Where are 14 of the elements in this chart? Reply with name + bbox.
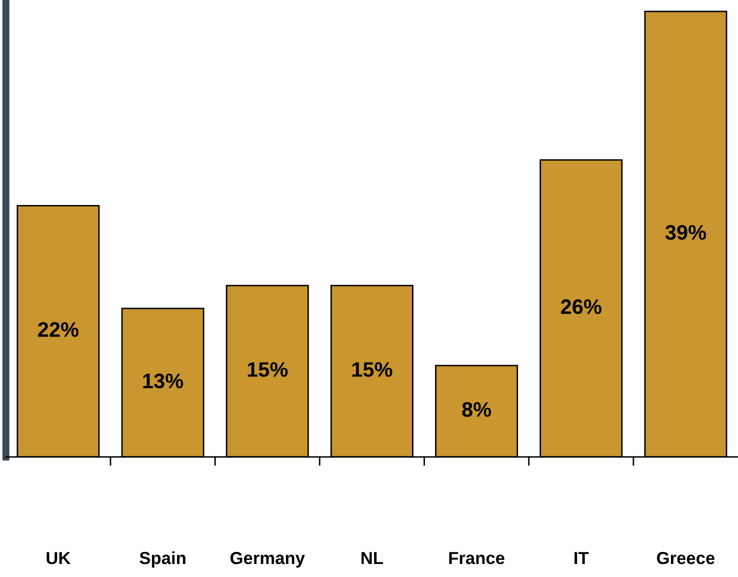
data-label: 15% [248, 362, 288, 377]
data-label: 15% [352, 362, 392, 377]
x-tick-label: Greece [656, 552, 715, 564]
x-tick-label: Germany [230, 552, 305, 568]
data-label: 22% [38, 322, 78, 337]
data-label: 13% [143, 374, 184, 388]
data-label: 8% [462, 402, 492, 417]
data-label: 26% [560, 299, 602, 314]
x-tick-label: UK [46, 552, 71, 564]
x-tick-label: NL [362, 552, 383, 564]
x-tick-label: Spain [140, 551, 186, 568]
x-tick-label: France [449, 552, 504, 564]
data-label: 39% [665, 225, 706, 240]
x-tick-label: IT [574, 552, 589, 564]
